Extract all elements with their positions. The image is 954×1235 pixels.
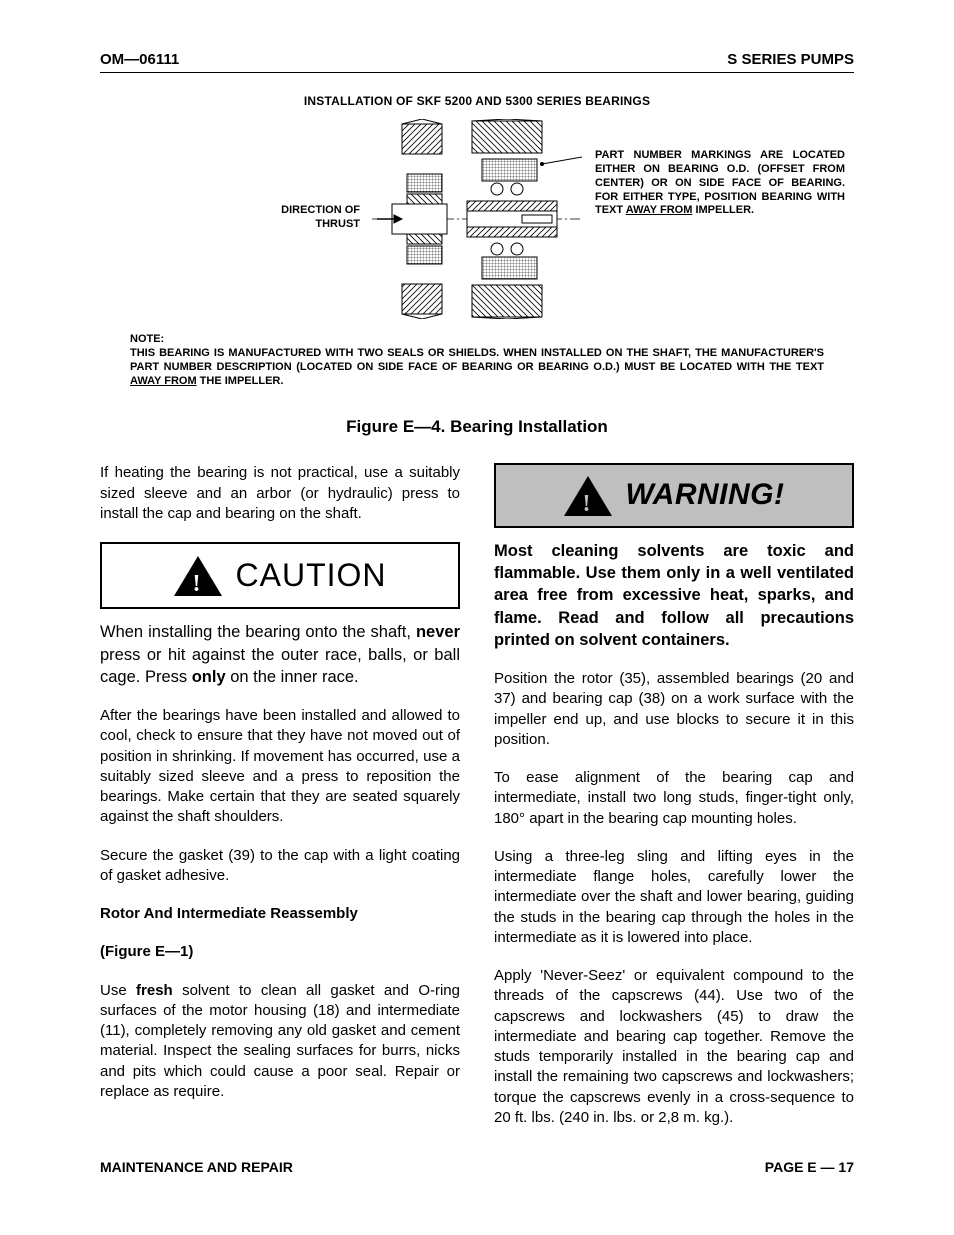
- caution-e: on the inner race.: [226, 668, 359, 686]
- body-columns: If heating the bearing is not practical,…: [100, 463, 854, 1128]
- warning-triangle-icon: [564, 476, 612, 516]
- note-pre: THIS BEARING IS MANUFACTURED WITH TWO SE…: [130, 347, 824, 373]
- footer-right: PAGE E — 17: [765, 1158, 854, 1177]
- left-p4c: solvent to clean all gasket and O-ring s…: [100, 982, 460, 1100]
- figure-note: NOTE: THIS BEARING IS MANUFACTURED WITH …: [130, 333, 824, 388]
- warning-paragraph: Most cleaning solvents are toxic and fla…: [494, 540, 854, 651]
- left-subhead-2: (Figure E—1): [100, 942, 460, 962]
- warning-box: WARNING!: [494, 463, 854, 528]
- header-doc-id: OM—06111: [100, 50, 179, 70]
- fig-right-post: IMPELLER.: [692, 204, 754, 216]
- bearing-diagram: [372, 119, 582, 325]
- caution-word: CAUTION: [236, 554, 387, 597]
- fig-right-u: AWAY FROM: [626, 204, 693, 216]
- left-column: If heating the bearing is not practical,…: [100, 463, 460, 1128]
- footer-left: MAINTENANCE AND REPAIR: [100, 1158, 293, 1177]
- figure-title: INSTALLATION OF SKF 5200 AND 5300 SERIES…: [100, 93, 854, 109]
- warning-triangle-icon: [174, 556, 222, 596]
- figure-wrap: DIRECTION OF THRUST: [100, 119, 854, 329]
- caution-box: CAUTION: [100, 542, 460, 609]
- note-u: AWAY FROM: [130, 375, 197, 387]
- figure-left-label: DIRECTION OF THRUST: [240, 204, 360, 232]
- page-header: OM—06111 S SERIES PUMPS: [100, 50, 854, 73]
- page-footer: MAINTENANCE AND REPAIR PAGE E — 17: [100, 1158, 854, 1177]
- note-label: NOTE:: [130, 333, 824, 347]
- left-p1: If heating the bearing is not practical,…: [100, 463, 460, 524]
- right-p3: Using a three-leg sling and lifting eyes…: [494, 847, 854, 948]
- warning-word: WARNING!: [626, 475, 785, 516]
- right-column: WARNING! Most cleaning solvents are toxi…: [494, 463, 854, 1128]
- caution-paragraph: When installing the bearing onto the sha…: [100, 621, 460, 688]
- left-p3: Secure the gasket (39) to the cap with a…: [100, 846, 460, 887]
- caution-a: When installing the bearing onto the sha…: [100, 623, 416, 641]
- right-p1: Position the rotor (35), assembled beari…: [494, 669, 854, 750]
- right-p4: Apply 'Never-Seez' or equivalent compoun…: [494, 966, 854, 1128]
- figure-caption: Figure E—4. Bearing Installation: [100, 416, 854, 439]
- figure-right-label: PART NUMBER MARKINGS ARE LOCATED EITHER …: [595, 149, 845, 218]
- caution-d: only: [192, 668, 226, 686]
- left-p4b: fresh: [136, 982, 173, 999]
- header-series: S SERIES PUMPS: [727, 50, 854, 70]
- right-p2: To ease alignment of the bearing cap and…: [494, 768, 854, 829]
- note-post: THE IMPELLER.: [197, 375, 284, 387]
- left-p4a: Use: [100, 982, 136, 999]
- caution-b: never: [416, 623, 460, 641]
- left-p2: After the bearings have been installed a…: [100, 706, 460, 828]
- left-p4: Use fresh solvent to clean all gasket an…: [100, 981, 460, 1103]
- left-subhead-1: Rotor And Intermediate Reassembly: [100, 904, 460, 924]
